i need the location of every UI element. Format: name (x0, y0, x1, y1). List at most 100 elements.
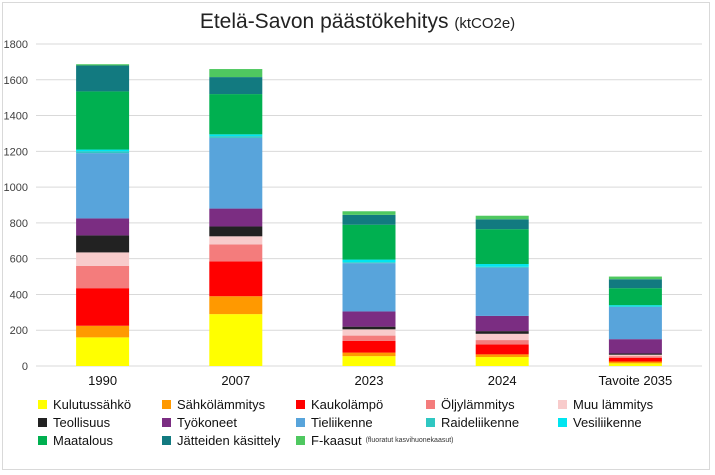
bar-segment (475, 333, 529, 341)
stacked-bar-chart: 0 200 400 600 800 1000 1200 1400 1600 1800 1990 200… (4, 39, 702, 388)
bar-segment (209, 134, 263, 137)
bar-segment (342, 224, 396, 260)
bar-segment (608, 306, 662, 307)
bar-segment (342, 214, 396, 225)
bar-segment (76, 153, 130, 219)
bar-segment (475, 331, 529, 334)
bar-segment (76, 252, 130, 266)
bar-segment (76, 65, 130, 92)
y-tick-label: 400 (10, 289, 28, 301)
x-tick-label: Tavoite 2035 (599, 373, 673, 388)
legend-swatch (162, 435, 171, 445)
bar-segment (342, 211, 396, 215)
legend-label: Kulutussähkö (53, 396, 132, 412)
y-tick-label: 800 (10, 218, 28, 230)
x-tick-label: 2023 (355, 373, 384, 388)
bar-segment (209, 296, 263, 315)
bar-segment (209, 261, 263, 297)
legend-swatch (162, 417, 171, 427)
bar-segment (76, 235, 130, 253)
legend-label: Maatalous (53, 432, 113, 448)
legend-label: Muu lämmitys (573, 396, 654, 412)
legend-label: Teollisuus (53, 414, 111, 430)
y-tick-label: 600 (10, 254, 28, 266)
bar-segment (76, 288, 130, 326)
legend-item: Työkoneet (162, 414, 237, 430)
legend-swatch (426, 399, 435, 409)
bar-segment (342, 340, 396, 353)
bar-segment (342, 262, 396, 264)
legend-swatch (162, 399, 171, 409)
legend-swatch (38, 435, 47, 445)
bar-segment (342, 352, 396, 357)
bar-segment (475, 267, 529, 316)
legend-label: Sähkölämmitys (177, 396, 266, 412)
legend-swatch (558, 417, 567, 427)
y-tick-label: 1000 (4, 182, 28, 194)
bar-segment (608, 356, 662, 358)
legend-item: Öljylämmitys (426, 396, 515, 412)
y-tick-label: 1600 (4, 75, 28, 87)
bar-segment (209, 94, 263, 135)
legend-label: F-kaasut (311, 432, 362, 448)
chart-title-main: Etelä-Savon päästökehitys (199, 10, 449, 33)
bar-segment (76, 218, 130, 236)
bar-segment (475, 354, 529, 358)
bar-segment (608, 306, 662, 340)
bar-segment (475, 344, 529, 355)
bar-segment (209, 208, 263, 227)
bar-segment (475, 229, 529, 265)
legend-swatch (426, 417, 435, 427)
bar-segment (608, 339, 662, 354)
legend-label: Jätteiden käsittely (177, 432, 281, 448)
bar-segment (608, 305, 662, 307)
bar-segment (76, 151, 130, 154)
bar-segment (209, 244, 263, 262)
legend-label: Öljylämmitys (441, 396, 515, 412)
bar-segment (608, 363, 662, 366)
bar-segment (342, 259, 396, 263)
bar-segment (608, 276, 662, 280)
bar-segment (608, 288, 662, 306)
legend-swatch (296, 435, 305, 445)
bar-segment (209, 137, 263, 209)
legend-item: Jätteiden käsittely (162, 432, 280, 448)
bar-segment (342, 263, 396, 312)
bar-segment (475, 315, 529, 332)
bar-segment (76, 91, 130, 150)
bar-segment (209, 236, 263, 245)
bar-segment (475, 340, 529, 345)
legend-label: Työkoneet (177, 414, 237, 430)
legend-label: Tieliikenne (311, 414, 373, 430)
x-tick-label: 2024 (488, 373, 517, 388)
bar-segment (475, 215, 529, 220)
y-tick-label: 1400 (4, 111, 28, 123)
y-tick-label: 1200 (4, 146, 28, 158)
bar-segment (76, 337, 130, 366)
legend-item: Vesiliikenne (558, 414, 642, 430)
bar-segment (76, 325, 130, 338)
legend-item: Raideliikenne (426, 414, 519, 430)
legend-item: Muu lämmitys (558, 396, 653, 412)
legend-item: Kaukolämpö (296, 396, 383, 412)
legend-swatch (296, 399, 305, 409)
bar-segment (209, 226, 263, 237)
legend-item: Sähkölämmitys (162, 396, 265, 412)
x-tick-label: 1990 (88, 373, 117, 388)
y-tick-label: 0 (22, 361, 28, 373)
bar-segment (608, 354, 662, 357)
bar-segment (608, 279, 662, 289)
legend-item: Maatalous (38, 432, 113, 448)
legend-label: Vesiliikenne (573, 414, 642, 430)
legend-item: Kulutussähkö (38, 396, 131, 412)
legend-item: Teollisuus (38, 414, 110, 430)
bar-segment (475, 266, 529, 268)
legend-swatch (296, 417, 305, 427)
chart-title-unit: (ktCO2e) (454, 15, 516, 32)
legend-note: (fluoratut kasvihuonekaasut) (365, 436, 454, 444)
bar-segment (76, 149, 130, 152)
x-tick-label: 2007 (221, 373, 250, 388)
bar-segment (209, 77, 263, 95)
legend-swatch (558, 399, 567, 409)
y-tick-label: 1800 (4, 39, 28, 51)
